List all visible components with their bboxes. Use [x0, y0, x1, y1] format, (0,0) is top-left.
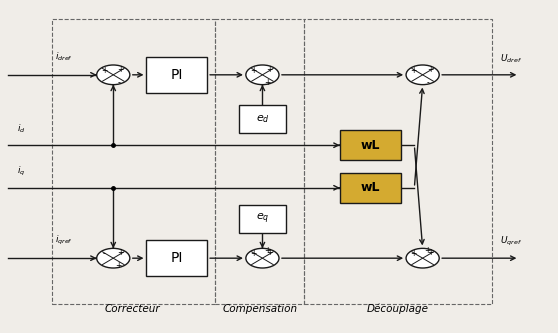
- Text: +: +: [425, 246, 431, 255]
- Bar: [215, 19, 304, 304]
- Circle shape: [406, 248, 439, 268]
- Bar: [146, 57, 207, 93]
- Text: +: +: [410, 66, 417, 75]
- Text: $e_q$: $e_q$: [256, 212, 269, 226]
- Text: +: +: [264, 78, 271, 87]
- Text: $i_q$: $i_q$: [17, 165, 25, 178]
- Bar: [304, 19, 492, 304]
- Text: $e_d$: $e_d$: [256, 113, 270, 125]
- Bar: [146, 240, 207, 276]
- Text: Compensation: Compensation: [222, 304, 297, 314]
- Bar: [239, 205, 286, 233]
- Text: wL: wL: [360, 139, 380, 152]
- Text: $U_{qref}$: $U_{qref}$: [500, 235, 522, 248]
- Circle shape: [246, 65, 279, 85]
- Text: Découplage: Découplage: [367, 303, 429, 314]
- Text: -: -: [426, 78, 429, 87]
- Text: wL: wL: [360, 181, 380, 194]
- Circle shape: [246, 248, 279, 268]
- Text: +: +: [267, 248, 273, 257]
- Circle shape: [97, 248, 130, 268]
- Bar: [52, 19, 215, 304]
- Circle shape: [406, 65, 439, 85]
- Text: $i_d$: $i_d$: [17, 123, 25, 136]
- Text: -: -: [103, 249, 105, 258]
- Text: +: +: [250, 66, 257, 75]
- Text: PI: PI: [171, 251, 183, 265]
- Text: +: +: [250, 249, 257, 258]
- Text: +: +: [410, 249, 417, 258]
- Text: PI: PI: [171, 68, 183, 82]
- Text: Correcteur: Correcteur: [105, 304, 160, 314]
- Text: +: +: [267, 65, 273, 74]
- Text: +: +: [427, 65, 433, 74]
- Text: +: +: [118, 248, 124, 257]
- Bar: [239, 105, 286, 133]
- Text: +: +: [115, 261, 122, 270]
- Text: -: -: [118, 78, 121, 87]
- Text: +: +: [118, 65, 124, 74]
- Text: $i_{qref}$: $i_{qref}$: [55, 234, 73, 247]
- Bar: [340, 173, 401, 202]
- Text: +: +: [101, 66, 107, 75]
- Bar: [340, 131, 401, 160]
- Text: +: +: [264, 246, 271, 255]
- Text: $U_{dref}$: $U_{dref}$: [500, 53, 522, 65]
- Text: $i_{dref}$: $i_{dref}$: [55, 51, 73, 63]
- Text: +: +: [427, 248, 433, 257]
- Circle shape: [97, 65, 130, 85]
